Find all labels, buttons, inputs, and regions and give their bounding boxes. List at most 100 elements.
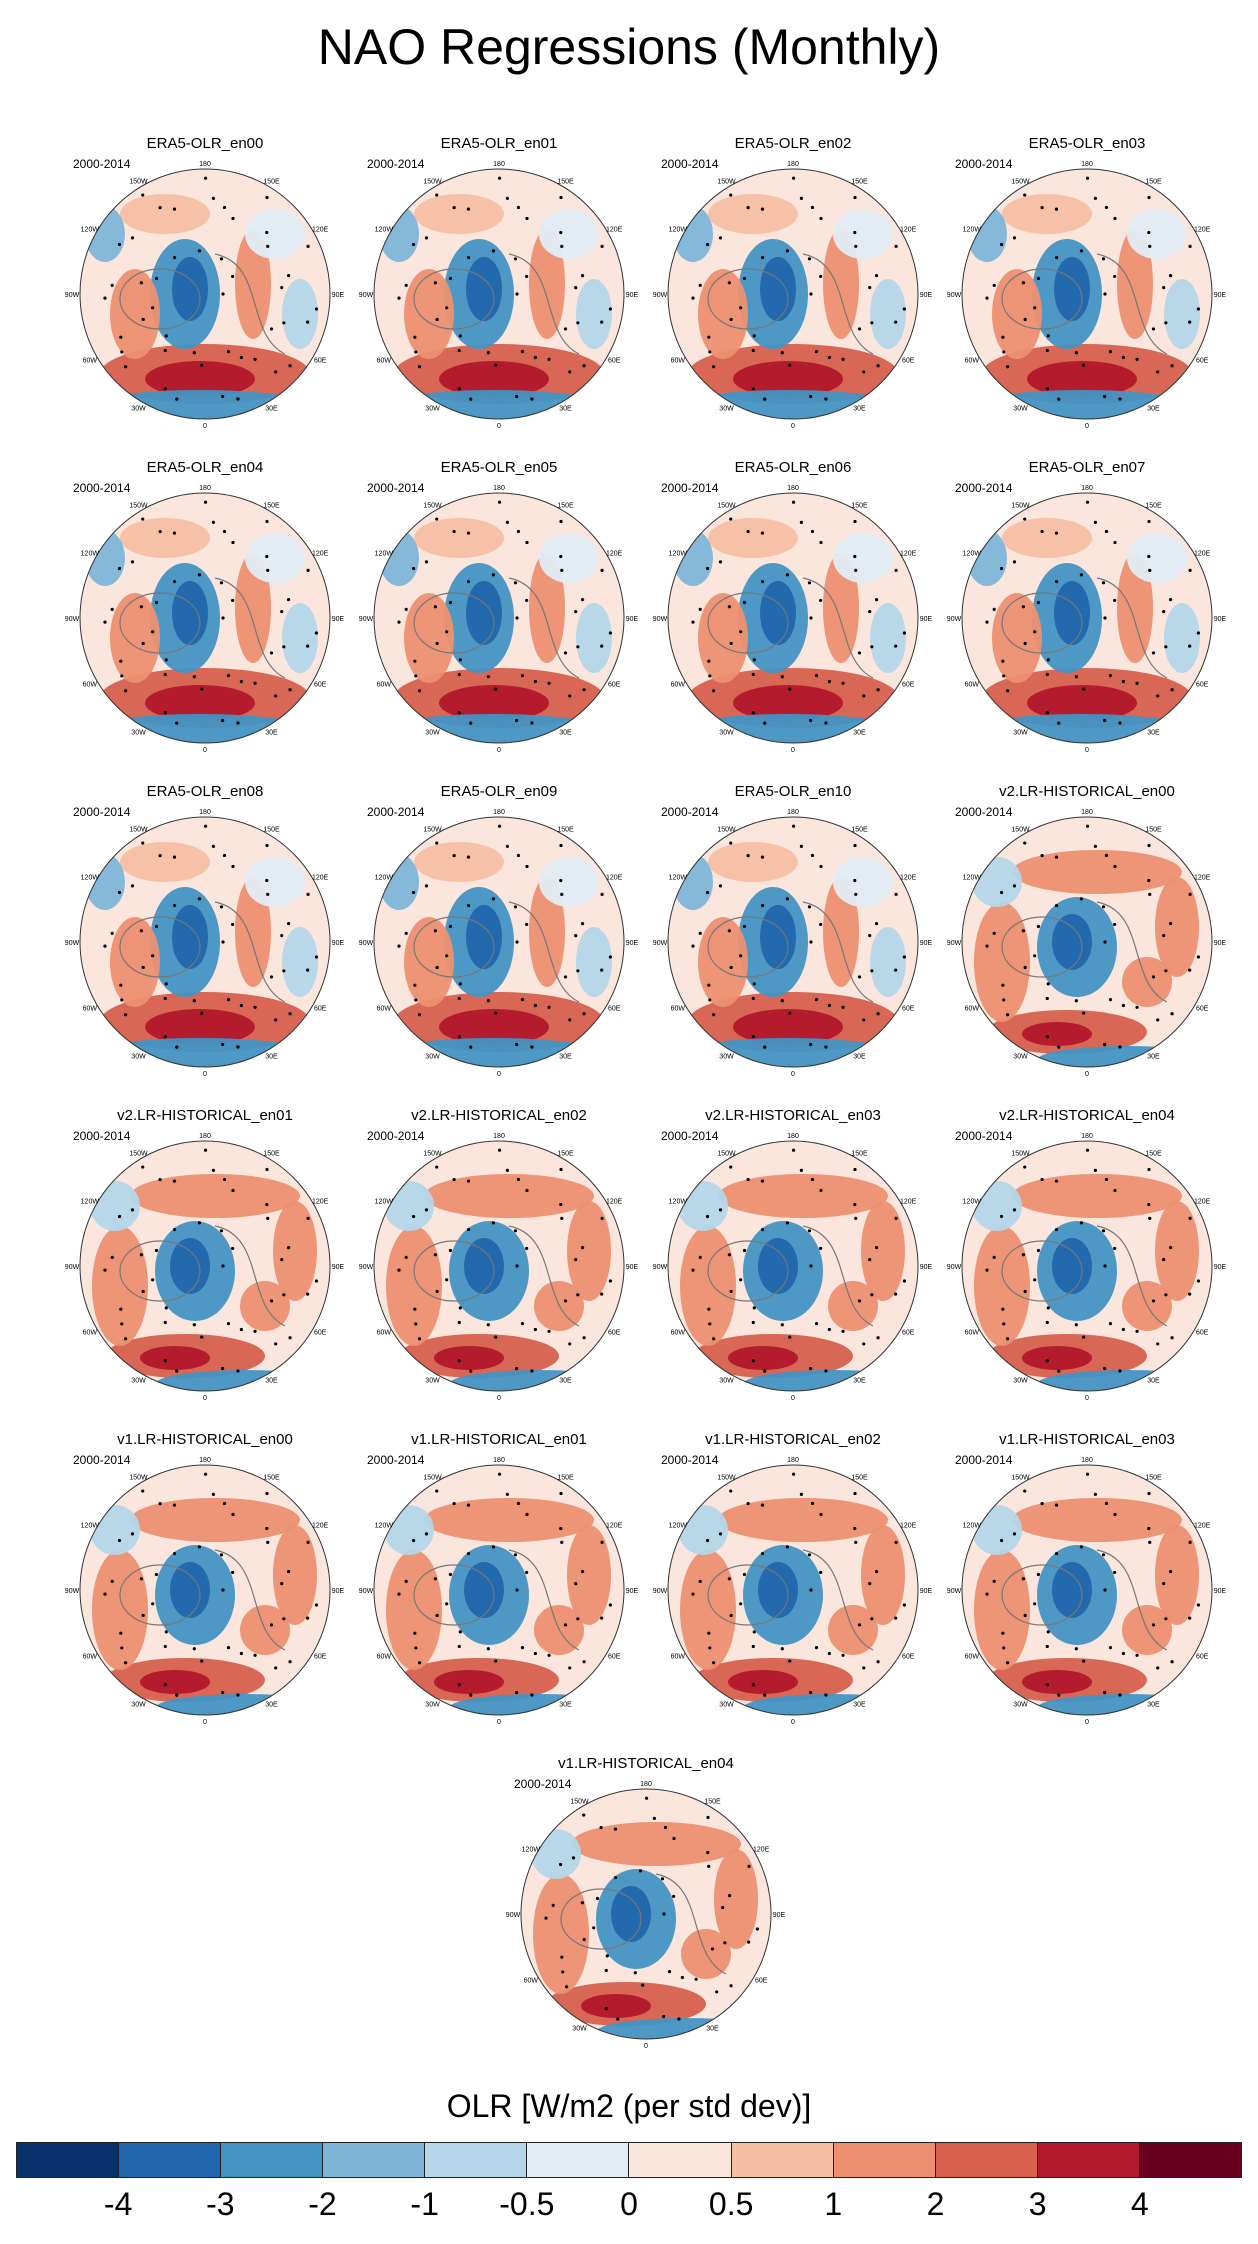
longitude-label: 30E bbox=[265, 405, 278, 412]
polar-map: 180 150E 120E 90E 60E 30E 0 30W 60W 90W 120W 150W bbox=[653, 1133, 933, 1402]
anomaly-contour bbox=[384, 1505, 434, 1555]
panel-title: ERA5-OLR_en09 bbox=[440, 783, 558, 800]
anomaly-contour bbox=[567, 1201, 611, 1301]
anomaly-contour bbox=[439, 1009, 549, 1045]
longitude-label: 120E bbox=[606, 1199, 623, 1206]
anomaly-contour bbox=[90, 1505, 140, 1555]
coastline bbox=[508, 577, 580, 679]
map-panel: v1.LR-HISTORICAL_en03 2000-2014 180 150E 120… bbox=[942, 1431, 1232, 1731]
longitude-label: 30E bbox=[559, 729, 572, 736]
longitude-label: 120W bbox=[375, 1199, 394, 1206]
panel-period: 2000-2014 bbox=[955, 1129, 1013, 1143]
longitude-label: 60W bbox=[965, 682, 980, 689]
anomaly-contour bbox=[379, 854, 419, 910]
longitude-label: 60W bbox=[671, 682, 686, 689]
panel-period: 2000-2014 bbox=[514, 1777, 572, 1791]
longitude-label: 120W bbox=[963, 227, 982, 234]
colorbar-swatch bbox=[425, 2143, 528, 2177]
significance-stippling bbox=[397, 1148, 613, 1373]
longitude-label: 180 bbox=[1081, 809, 1093, 816]
anomaly-contour bbox=[974, 1550, 1030, 1670]
panel-title: v2.LR-HISTORICAL_en02 bbox=[411, 1107, 587, 1124]
anomaly-contour bbox=[760, 905, 796, 969]
longitude-label: 90E bbox=[332, 292, 345, 299]
longitude-label: 180 bbox=[787, 161, 799, 168]
map-boundary bbox=[667, 1464, 919, 1716]
anomaly-contour bbox=[708, 518, 798, 558]
anomaly-contour bbox=[539, 857, 599, 907]
coastline bbox=[707, 916, 789, 978]
longitude-label: 90E bbox=[920, 1264, 933, 1271]
anomaly-contour bbox=[833, 209, 893, 259]
longitude-label: 150E bbox=[263, 1475, 280, 1482]
panel-title: ERA5-OLR_en06 bbox=[734, 459, 852, 476]
longitude-label: 30W bbox=[131, 1053, 146, 1060]
map-panel: ERA5-OLR_en08 2000-2014 180 150E 120E 90E 60E 3… bbox=[60, 783, 350, 1083]
longitude-label: 60E bbox=[314, 358, 327, 365]
significance-stippling bbox=[691, 1472, 907, 1697]
anomaly-contour bbox=[833, 857, 893, 907]
polar-map: 180 150E 120E 90E 60E 30E 0 30W 60W 90W 120W 150W bbox=[359, 1133, 639, 1402]
longitude-label: 30W bbox=[1013, 1377, 1028, 1384]
anomaly-contour bbox=[714, 1849, 758, 1949]
anomaly-contour bbox=[1022, 1346, 1092, 1370]
map-boundary bbox=[961, 492, 1213, 744]
longitude-label: 120E bbox=[900, 227, 917, 234]
longitude-label: 30W bbox=[131, 1701, 146, 1708]
anomaly-contour bbox=[273, 1525, 317, 1625]
longitude-label: 150E bbox=[263, 1151, 280, 1158]
longitude-label: 0 bbox=[791, 423, 795, 430]
longitude-label: 30W bbox=[719, 1053, 734, 1060]
colorbar-swatch bbox=[833, 2143, 936, 2177]
anomaly-contour bbox=[1054, 257, 1090, 321]
map-boundary bbox=[79, 1464, 331, 1716]
map-panel: ERA5-OLR_en03 2000-2014 180 150E 120E 90E 60E 3… bbox=[942, 135, 1232, 435]
anomaly-contour bbox=[1052, 1562, 1092, 1618]
panel-title: v1.LR-HISTORICAL_en04 bbox=[558, 1755, 734, 1772]
anomaly-contour bbox=[678, 1181, 728, 1231]
panel-period: 2000-2014 bbox=[367, 157, 425, 171]
anomaly-contour bbox=[92, 1550, 148, 1670]
longitude-label: 180 bbox=[493, 161, 505, 168]
polar-map: 180 150E 120E 90E 60E 30E 0 30W 60W 90W 120W 150W bbox=[359, 809, 639, 1078]
polar-map: 180 150E 120E 90E 60E 30E 0 30W 60W 90W 120W 150W bbox=[947, 1133, 1227, 1402]
coastline bbox=[1001, 268, 1083, 330]
anomaly-contour bbox=[172, 257, 208, 321]
longitude-label: 60E bbox=[1196, 1654, 1209, 1661]
anomaly-contour bbox=[576, 603, 612, 673]
longitude-label: 30W bbox=[131, 1377, 146, 1384]
anomaly-contour bbox=[760, 581, 796, 645]
longitude-label: 120E bbox=[900, 551, 917, 558]
longitude-label: 90W bbox=[506, 1912, 521, 1919]
coastline bbox=[119, 916, 201, 978]
anomaly-contour bbox=[434, 1670, 504, 1694]
longitude-label: 30E bbox=[265, 1377, 278, 1384]
longitude-label: 150W bbox=[129, 503, 148, 510]
anomaly-contour bbox=[172, 905, 208, 969]
longitude-label: 90W bbox=[359, 940, 374, 947]
longitude-label: 120E bbox=[900, 875, 917, 882]
longitude-label: 60W bbox=[83, 1330, 98, 1337]
polar-map: 180 150E 120E 90E 60E 30E 0 30W 60W 90W 120W 150W bbox=[65, 1457, 345, 1726]
longitude-label: 150W bbox=[423, 1151, 442, 1158]
significance-stippling bbox=[103, 500, 319, 725]
anomaly-contour bbox=[539, 209, 599, 259]
longitude-label: 0 bbox=[497, 747, 501, 754]
anomaly-contour bbox=[571, 1822, 741, 1866]
longitude-label: 0 bbox=[644, 2043, 648, 2050]
coastline bbox=[1001, 592, 1083, 654]
panel-title: ERA5-OLR_en07 bbox=[1028, 459, 1146, 476]
anomaly-contour bbox=[581, 1994, 651, 2018]
longitude-label: 90E bbox=[626, 292, 639, 299]
longitude-label: 30W bbox=[1013, 1053, 1028, 1060]
panel-period: 2000-2014 bbox=[73, 805, 131, 819]
anomaly-contour bbox=[1012, 850, 1182, 894]
longitude-label: 90W bbox=[65, 1588, 80, 1595]
significance-stippling bbox=[103, 1472, 319, 1697]
longitude-label: 60W bbox=[377, 1006, 392, 1013]
anomaly-contour bbox=[680, 1550, 736, 1670]
longitude-label: 90W bbox=[947, 1588, 962, 1595]
anomaly-contour bbox=[1027, 361, 1137, 397]
map-panel: v2.LR-HISTORICAL_en03 2000-2014 180 150E 120… bbox=[648, 1107, 938, 1407]
anomaly-contour bbox=[861, 1201, 905, 1301]
